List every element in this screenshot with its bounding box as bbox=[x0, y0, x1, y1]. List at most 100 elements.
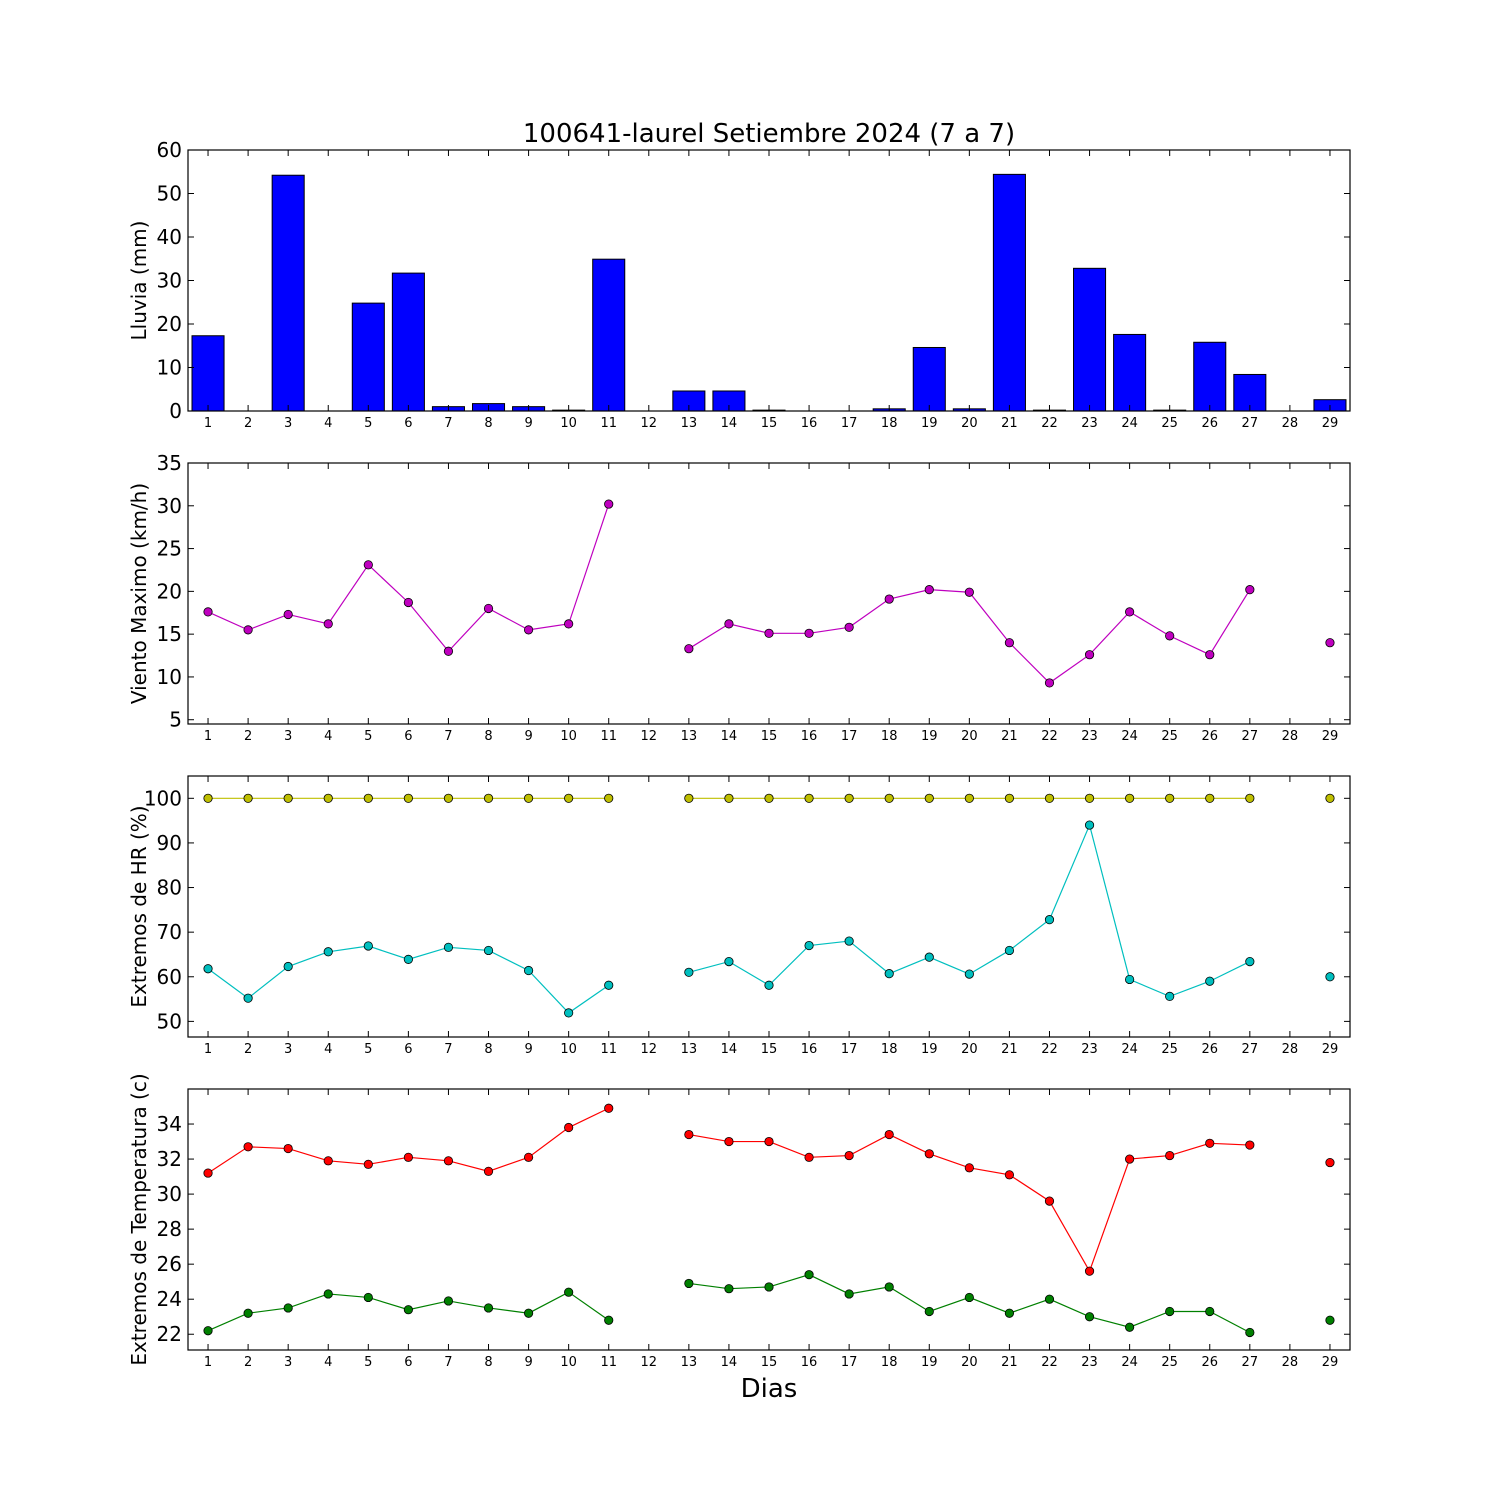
x-tick-label: 28 bbox=[1282, 1355, 1299, 1370]
x-tick-label: 9 bbox=[524, 729, 532, 744]
x-tick-label: 29 bbox=[1322, 1042, 1339, 1057]
x-tick-label: 27 bbox=[1242, 1355, 1259, 1370]
x-tick-label: 17 bbox=[841, 1355, 858, 1370]
series-2-point-day-10 bbox=[564, 1287, 574, 1297]
x-tick-label: 15 bbox=[761, 1355, 778, 1370]
x-tick-label: 25 bbox=[1161, 416, 1178, 431]
series-1-point-day-19 bbox=[924, 1149, 934, 1159]
y-tick-label: 50 bbox=[157, 1009, 182, 1033]
x-tick-label: 4 bbox=[324, 416, 332, 431]
series-1-point-day-4 bbox=[323, 1156, 333, 1166]
x-tick-label: 25 bbox=[1161, 1355, 1178, 1370]
series-2-point-day-5 bbox=[363, 1292, 373, 1303]
bar-day-21 bbox=[992, 173, 1026, 412]
series-2-point-day-16 bbox=[804, 1270, 814, 1280]
x-tick-label: 6 bbox=[404, 729, 412, 744]
series-2-point-day-21 bbox=[1004, 945, 1015, 956]
series-1-point-day-16 bbox=[804, 628, 814, 638]
series-2-point-day-22 bbox=[1044, 1294, 1055, 1304]
series-2-point-day-7 bbox=[443, 1296, 454, 1306]
series-1-point-day-2 bbox=[243, 625, 253, 635]
x-tick-label: 20 bbox=[961, 416, 978, 431]
series-1-point-day-23 bbox=[1084, 650, 1095, 660]
x-tick-label: 11 bbox=[600, 1355, 617, 1370]
x-tick-label: 26 bbox=[1201, 416, 1218, 431]
series-2-point-day-7 bbox=[443, 942, 454, 952]
x-tick-label: 15 bbox=[761, 416, 778, 431]
x-tick-label: 29 bbox=[1322, 416, 1339, 431]
x-tick-label: 24 bbox=[1121, 729, 1138, 744]
series-1-point-day-6 bbox=[403, 1152, 413, 1162]
series-1-point-day-26 bbox=[1205, 1138, 1215, 1148]
series-1-point-day-13 bbox=[684, 644, 694, 654]
x-tick-label: 22 bbox=[1041, 729, 1058, 744]
x-tick-label: 4 bbox=[324, 1042, 332, 1057]
x-tick-label: 12 bbox=[641, 1042, 658, 1057]
series-1-point-day-16 bbox=[804, 1152, 814, 1162]
x-tick-label: 7 bbox=[444, 1355, 452, 1370]
x-tick-label: 5 bbox=[364, 1355, 372, 1370]
x-tick-label: 18 bbox=[881, 729, 898, 744]
x-tick-label: 17 bbox=[841, 1042, 858, 1057]
y-axis-label: Viento Maximo (km/h) bbox=[127, 483, 151, 704]
series-1-line-1 bbox=[207, 1107, 609, 1174]
y-tick-label: 100 bbox=[144, 786, 182, 810]
x-tick-label: 4 bbox=[324, 729, 332, 744]
series-1-point-day-9 bbox=[523, 1152, 534, 1162]
bar-day-11 bbox=[592, 258, 626, 412]
bar-day-3 bbox=[271, 174, 305, 412]
series-1-point-day-25 bbox=[1165, 793, 1175, 803]
x-tick-label: 3 bbox=[284, 729, 292, 744]
series-2-point-day-6 bbox=[403, 954, 413, 964]
x-tick-label: 2 bbox=[244, 1042, 252, 1057]
x-tick-label: 22 bbox=[1041, 1042, 1058, 1057]
series-2-point-day-2 bbox=[243, 1308, 253, 1318]
series-1-point-day-5 bbox=[363, 560, 373, 570]
series-1-point-day-13 bbox=[684, 1129, 694, 1140]
x-tick-label: 26 bbox=[1201, 1355, 1218, 1370]
series-2-point-day-19 bbox=[924, 1306, 934, 1317]
series-1-point-day-14 bbox=[724, 619, 734, 629]
x-tick-label: 6 bbox=[404, 1042, 412, 1057]
series-1-point-day-1 bbox=[203, 1168, 213, 1178]
series-2-point-day-15 bbox=[764, 980, 774, 990]
x-tick-label: 25 bbox=[1161, 1042, 1178, 1057]
plot-frame bbox=[187, 1088, 1351, 1351]
series-1-point-day-7 bbox=[443, 646, 454, 656]
series-1-point-day-22 bbox=[1044, 1196, 1055, 1206]
x-axis-label: Dias bbox=[741, 1374, 798, 1404]
x-tick-label: 18 bbox=[881, 1355, 898, 1370]
series-2-point-day-19 bbox=[924, 952, 934, 962]
series-1-point-day-26 bbox=[1205, 650, 1215, 660]
x-tick-label: 29 bbox=[1322, 1355, 1339, 1370]
series-1-point-day-23 bbox=[1084, 793, 1095, 803]
series-1-point-day-5 bbox=[363, 1159, 373, 1169]
series-2-point-day-22 bbox=[1044, 915, 1055, 925]
series-1-point-day-3 bbox=[283, 609, 293, 620]
series-1-point-day-18 bbox=[884, 1129, 894, 1140]
x-tick-label: 24 bbox=[1121, 416, 1138, 431]
bar-day-23 bbox=[1073, 267, 1107, 412]
x-tick-label: 1 bbox=[204, 416, 212, 431]
x-tick-label: 11 bbox=[600, 1042, 617, 1057]
y-tick-label: 20 bbox=[157, 579, 182, 603]
x-tick-label: 27 bbox=[1242, 416, 1259, 431]
x-tick-label: 9 bbox=[524, 416, 532, 431]
series-2-point-day-17 bbox=[844, 936, 854, 946]
series-1-point-day-8 bbox=[483, 793, 494, 803]
x-tick-label: 16 bbox=[801, 1042, 818, 1057]
series-1-point-day-17 bbox=[844, 622, 854, 632]
series-2-line-2 bbox=[688, 1274, 1251, 1334]
series-1-point-day-9 bbox=[523, 625, 534, 635]
x-tick-label: 8 bbox=[484, 416, 492, 431]
series-2-point-day-18 bbox=[884, 969, 894, 979]
x-tick-label: 6 bbox=[404, 416, 412, 431]
y-tick-label: 30 bbox=[157, 269, 182, 293]
y-tick-label: 26 bbox=[157, 1252, 182, 1276]
x-tick-label: 13 bbox=[681, 1355, 698, 1370]
series-1-point-day-10 bbox=[564, 619, 574, 629]
series-2-point-day-13 bbox=[684, 967, 694, 977]
x-tick-label: 12 bbox=[641, 729, 658, 744]
series-1-point-day-6 bbox=[403, 597, 413, 608]
